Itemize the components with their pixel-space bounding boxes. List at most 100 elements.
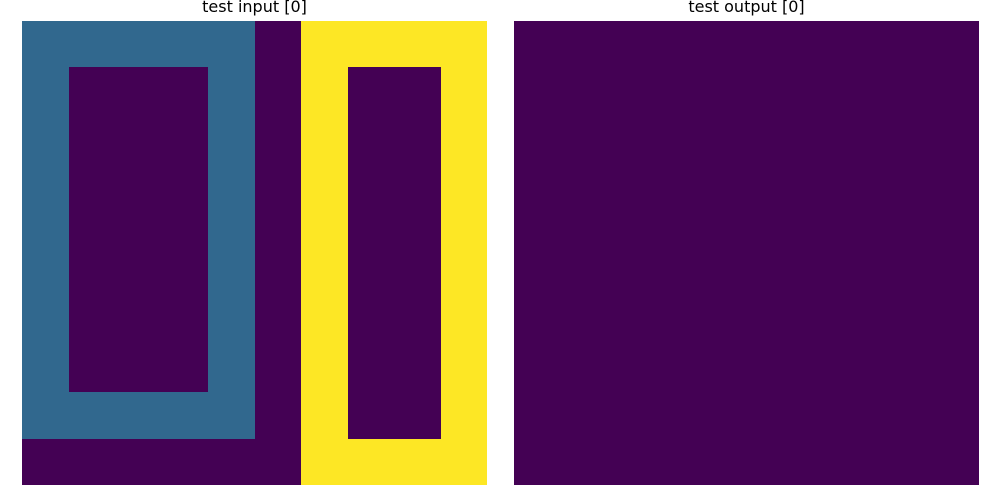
- grid-cell: [607, 438, 654, 485]
- grid-cell: [886, 113, 933, 161]
- grid-cell: [886, 438, 933, 485]
- grid-cell: [68, 392, 115, 439]
- grid-cell: [839, 392, 886, 439]
- grid-cell: [22, 345, 69, 393]
- grid-cell: [839, 67, 886, 114]
- grid-cell: [793, 21, 840, 68]
- grid-cell: [886, 67, 933, 114]
- grid-cell: [68, 206, 115, 253]
- grid-cell: [208, 21, 255, 68]
- grid-cell: [793, 253, 840, 300]
- grid-cell: [700, 21, 747, 68]
- test-output-panel: test output [0]: [514, 0, 979, 485]
- grid-cell: [301, 21, 348, 68]
- grid-cell: [700, 299, 747, 346]
- grid-cell: [301, 206, 348, 253]
- test-output-title: test output [0]: [688, 0, 805, 16]
- grid-cell: [68, 253, 115, 300]
- grid-cell: [301, 345, 348, 393]
- grid-cell: [700, 345, 747, 393]
- grid-cell: [560, 160, 607, 207]
- grid-cell: [440, 345, 487, 393]
- grid-cell: [22, 67, 69, 114]
- grid-cell: [653, 299, 700, 346]
- grid-cell: [700, 206, 747, 253]
- grid-cell: [394, 113, 441, 161]
- grid-cell: [514, 206, 561, 253]
- grid-cell: [301, 160, 348, 207]
- grid-cell: [653, 160, 700, 207]
- grid-cell: [347, 113, 394, 161]
- grid-cell: [68, 67, 115, 114]
- grid-cell: [932, 206, 979, 253]
- grid-cell: [746, 160, 793, 207]
- grid-cell: [607, 67, 654, 114]
- grid-cell: [394, 67, 441, 114]
- grid-cell: [347, 67, 394, 114]
- grid-cell: [514, 67, 561, 114]
- grid-cell: [514, 253, 561, 300]
- grid-cell: [514, 345, 561, 393]
- grid-cell: [560, 392, 607, 439]
- grid-cell: [161, 345, 208, 393]
- grid-cell: [115, 67, 162, 114]
- grid-cell: [254, 21, 301, 68]
- grid-cell: [793, 345, 840, 393]
- grid-cell: [115, 206, 162, 253]
- grid-cell: [115, 392, 162, 439]
- grid-cell: [22, 113, 69, 161]
- grid-cell: [607, 253, 654, 300]
- grid-cell: [440, 438, 487, 485]
- grid-cell: [394, 345, 441, 393]
- grid-cell: [394, 299, 441, 346]
- grid-cell: [839, 345, 886, 393]
- grid-cell: [208, 67, 255, 114]
- grid-cell: [746, 438, 793, 485]
- grid-cell: [932, 299, 979, 346]
- grid-cell: [301, 392, 348, 439]
- grid-cell: [22, 299, 69, 346]
- grid-cell: [68, 160, 115, 207]
- grid-cell: [653, 21, 700, 68]
- grid-cell: [22, 253, 69, 300]
- grid-cell: [254, 253, 301, 300]
- grid-cell: [115, 21, 162, 68]
- grid-cell: [68, 438, 115, 485]
- grid-cell: [700, 438, 747, 485]
- grid-cell: [394, 438, 441, 485]
- grid-cell: [607, 21, 654, 68]
- grid-cell: [161, 113, 208, 161]
- grid-cell: [254, 345, 301, 393]
- grid-cell: [22, 21, 69, 68]
- grid-cell: [208, 160, 255, 207]
- grid-cell: [208, 438, 255, 485]
- grid-cell: [394, 253, 441, 300]
- grid-cell: [115, 299, 162, 346]
- grid-cell: [700, 160, 747, 207]
- grid-cell: [700, 67, 747, 114]
- grid-cell: [161, 392, 208, 439]
- grid-cell: [839, 253, 886, 300]
- grid-cell: [115, 345, 162, 393]
- grid-cell: [161, 438, 208, 485]
- grid-cell: [607, 345, 654, 393]
- grid-cell: [254, 392, 301, 439]
- grid-cell: [932, 392, 979, 439]
- grid-cell: [254, 206, 301, 253]
- grid-cell: [208, 113, 255, 161]
- grid-cell: [886, 253, 933, 300]
- grid-cell: [208, 299, 255, 346]
- grid-cell: [700, 253, 747, 300]
- grid-cell: [22, 160, 69, 207]
- grid-cell: [115, 253, 162, 300]
- grid-cell: [932, 253, 979, 300]
- grid-cell: [932, 67, 979, 114]
- grid-cell: [932, 345, 979, 393]
- grid-cell: [886, 345, 933, 393]
- grid-cell: [208, 253, 255, 300]
- grid-cell: [839, 438, 886, 485]
- grid-cell: [653, 206, 700, 253]
- grid-cell: [793, 438, 840, 485]
- grid-cell: [68, 113, 115, 161]
- grid-cell: [793, 113, 840, 161]
